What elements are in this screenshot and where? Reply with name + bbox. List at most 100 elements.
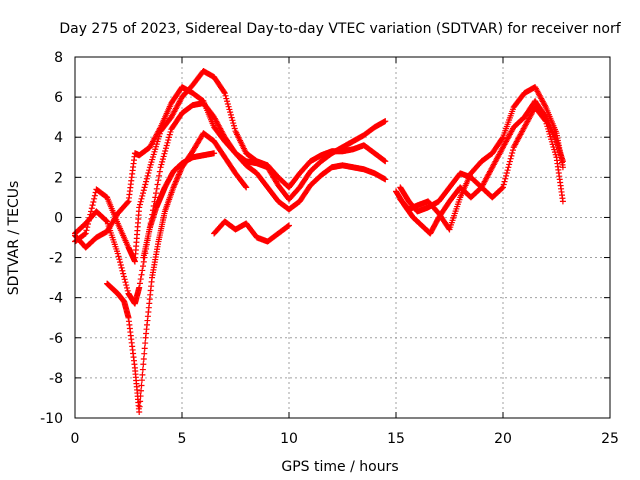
data-point: [115, 253, 122, 260]
data-point: [162, 147, 169, 154]
data-point: [228, 114, 235, 121]
data-point: [154, 181, 161, 188]
data-point: [123, 282, 130, 289]
data-point: [153, 190, 160, 197]
data-point: [91, 195, 98, 202]
data-point: [559, 158, 566, 165]
data-point: [166, 134, 173, 141]
data-point: [230, 122, 237, 129]
data-point: [144, 172, 151, 179]
data-point: [138, 377, 145, 384]
data-point: [243, 184, 250, 191]
data-point: [507, 155, 514, 162]
x-tick-label: 5: [178, 431, 187, 447]
data-point: [140, 361, 147, 368]
data-point: [136, 408, 143, 415]
data-point: [146, 167, 153, 174]
data-point: [119, 267, 126, 274]
data-point: [122, 279, 129, 286]
data-point: [85, 217, 92, 224]
data-point: [226, 106, 233, 113]
data-point: [224, 100, 231, 107]
y-tick-label: 6: [54, 90, 63, 106]
data-point: [156, 172, 163, 179]
series-track-e: [140, 150, 218, 261]
data-point: [559, 198, 566, 205]
data-point: [88, 208, 95, 215]
data-point: [117, 259, 124, 266]
data-point: [499, 185, 506, 192]
data-point: [138, 195, 145, 202]
data-point: [138, 387, 145, 394]
data-point: [139, 371, 146, 378]
data-point: [229, 117, 236, 124]
data-point: [140, 187, 147, 194]
data-point: [140, 355, 147, 362]
data-point: [382, 176, 389, 183]
data-point: [123, 284, 130, 291]
data-point: [139, 192, 146, 199]
data-point: [152, 194, 159, 201]
data-point: [91, 192, 98, 199]
data-point: [140, 263, 147, 270]
data-point: [141, 184, 148, 191]
data-point: [143, 175, 150, 182]
data-point: [118, 264, 125, 271]
data-point: [225, 103, 232, 110]
data-point: [227, 109, 234, 116]
data-point: [84, 224, 91, 231]
data-point: [156, 168, 163, 175]
data-point: [162, 145, 169, 152]
data-points: [72, 68, 566, 415]
data-point: [500, 181, 507, 188]
data-point: [508, 152, 515, 159]
data-point: [167, 128, 174, 135]
data-point: [504, 167, 511, 174]
data-point: [83, 227, 90, 234]
data-point: [121, 276, 128, 283]
data-point: [159, 158, 166, 165]
data-point: [221, 88, 228, 95]
data-point: [509, 149, 516, 156]
data-point: [382, 118, 389, 125]
data-point: [120, 270, 127, 277]
data-point: [221, 90, 228, 97]
x-tick-label: 10: [280, 431, 298, 447]
data-point: [231, 125, 238, 132]
data-point: [90, 198, 97, 205]
y-tick-label: -10: [40, 411, 63, 427]
y-tick-label: 0: [54, 210, 63, 226]
data-point: [161, 150, 168, 157]
data-point: [137, 198, 144, 205]
y-tick-label: 2: [54, 170, 63, 186]
data-point: [230, 120, 237, 127]
data-point: [159, 156, 166, 163]
data-point: [138, 271, 145, 278]
data-point: [138, 382, 145, 389]
y-axis-label: SDTVAR / TECUs: [6, 181, 22, 296]
x-tick-label: 0: [71, 431, 80, 447]
data-point: [223, 95, 230, 102]
data-point: [160, 153, 167, 160]
chart-title: Day 275 of 2023, Sidereal Day-to-day VTE…: [59, 21, 621, 37]
data-point: [503, 170, 510, 177]
data-point: [499, 135, 506, 142]
data-point: [139, 366, 146, 373]
data-point: [84, 221, 91, 228]
data-point: [505, 164, 512, 171]
data-point: [117, 262, 124, 269]
y-tick-label: -2: [49, 251, 63, 267]
x-axis-label: GPS time / hours: [281, 459, 398, 475]
data-point: [509, 147, 516, 154]
series-track-d: [104, 130, 250, 415]
tick-labels: 0 5 10 15 20 25 -10 -8 -6 -4 -2 0 2 4 6 8: [40, 50, 619, 447]
series-track-c: [72, 84, 389, 251]
data-point: [227, 111, 234, 118]
y-tick-label: 4: [54, 130, 63, 146]
data-point: [136, 201, 143, 208]
data-point: [141, 345, 148, 352]
data-point: [224, 98, 231, 105]
data-point: [164, 139, 171, 146]
